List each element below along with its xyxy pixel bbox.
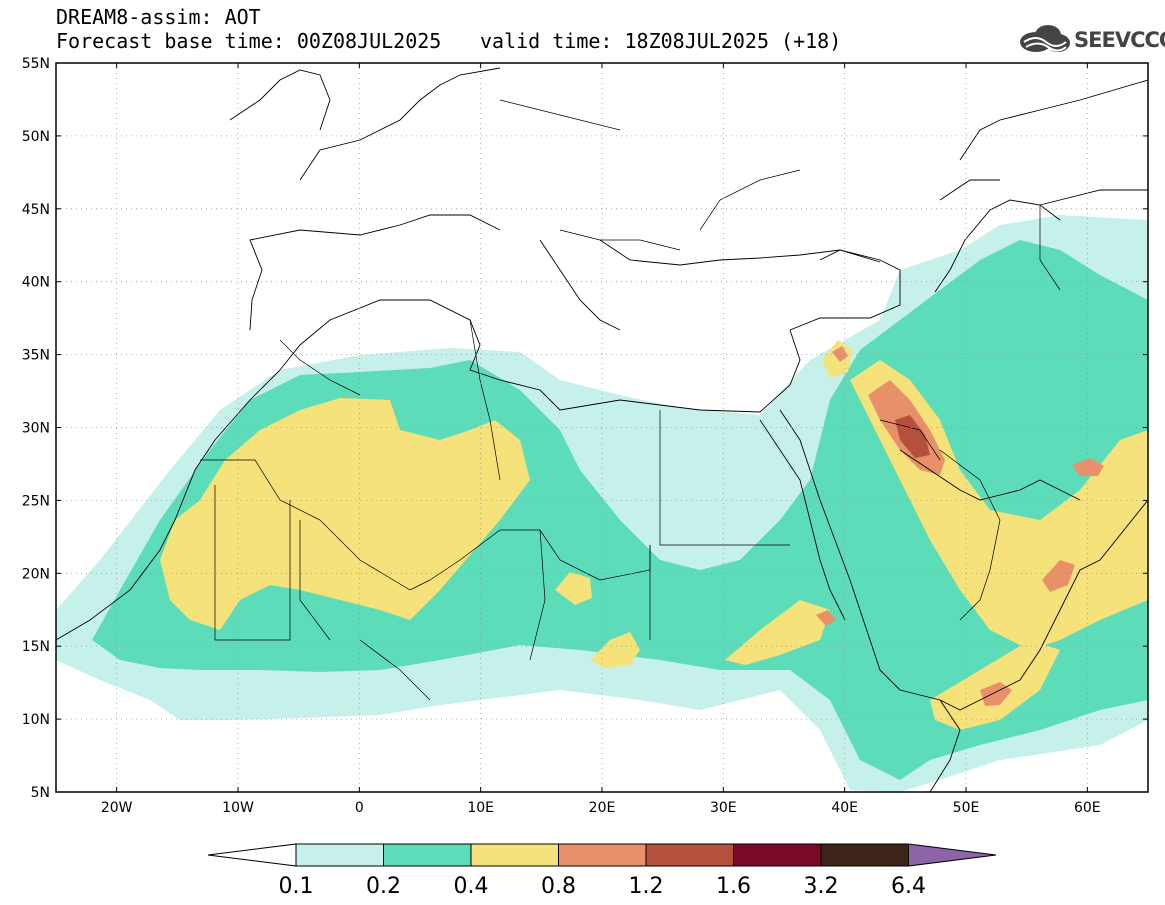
aot-band-0.4 bbox=[160, 398, 530, 630]
aot-colorbar: 0.1 0.2 0.4 0.8 1.2 1.6 3.2 6.4 bbox=[207, 843, 997, 899]
logo-text: SEEVCCC bbox=[1074, 28, 1165, 52]
colorbar-swatch bbox=[733, 843, 822, 867]
aot-band-0.8 bbox=[1042, 560, 1075, 592]
map-grid bbox=[56, 63, 1148, 792]
aot-band-0.8 bbox=[1072, 458, 1104, 476]
aot-band-0.4 bbox=[725, 600, 830, 665]
lat-label: 50N bbox=[22, 129, 50, 145]
lon-label: 30E bbox=[710, 800, 737, 816]
lat-label: 10N bbox=[22, 712, 50, 728]
lat-label: 30N bbox=[22, 421, 50, 437]
lon-label: 50E bbox=[953, 800, 980, 816]
colorbar-swatch bbox=[558, 843, 647, 867]
lat-label: 20N bbox=[22, 566, 50, 582]
lat-label: 5N bbox=[31, 785, 50, 801]
latitude-labels: 55N 50N 45N 40N 35N 30N 25N 20N 15N 10N 5N bbox=[22, 56, 50, 801]
valid-time: valid time: 18Z08JUL2025 (+18) bbox=[480, 29, 842, 53]
colorbar-label: 0.8 bbox=[541, 874, 576, 899]
lon-label: 20E bbox=[589, 800, 616, 816]
lon-label: 10E bbox=[467, 800, 494, 816]
lon-label: 60E bbox=[1074, 800, 1101, 816]
colorbar-label: 1.2 bbox=[629, 874, 664, 899]
colorbar-swatch bbox=[295, 843, 384, 867]
lat-label: 45N bbox=[22, 202, 50, 218]
lon-label: 40E bbox=[831, 800, 858, 816]
cloud-icon bbox=[1020, 25, 1070, 52]
lat-label: 25N bbox=[22, 493, 50, 509]
colorbar-label: 0.4 bbox=[454, 874, 489, 899]
lat-label: 40N bbox=[22, 275, 50, 291]
aot-band-0.8 bbox=[816, 610, 836, 626]
lat-label: 55N bbox=[22, 56, 50, 72]
colorbar-label: 1.6 bbox=[716, 874, 751, 899]
aot-band-0.4 bbox=[590, 632, 640, 668]
longitude-labels: 20W 10W 0 10E 20E 30E 40E 50E 60E bbox=[101, 800, 1101, 816]
borders bbox=[200, 99, 1061, 701]
chart-title: DREAM8-assim: AOT bbox=[56, 5, 261, 29]
aot-band-0.8 bbox=[832, 346, 848, 362]
lat-label: 35N bbox=[22, 348, 50, 364]
colorbar-high-arrow bbox=[908, 843, 997, 867]
lat-label: 15N bbox=[22, 639, 50, 655]
aot-band-0.4 bbox=[555, 572, 592, 605]
colorbar-label: 0.1 bbox=[279, 874, 314, 899]
colorbar-label: 6.4 bbox=[891, 874, 926, 899]
colorbar-swatch bbox=[820, 843, 909, 867]
colorbar-label: 0.2 bbox=[366, 874, 401, 899]
lon-label: 0 bbox=[355, 800, 364, 816]
axis-ticks bbox=[56, 62, 1148, 793]
forecast-base-time: Forecast base time: 00Z08JUL2025 bbox=[56, 29, 442, 53]
colorbar-swatch bbox=[470, 843, 559, 867]
colorbar-low-arrow bbox=[207, 843, 297, 867]
lon-label: 10W bbox=[222, 800, 254, 816]
lon-label: 20W bbox=[101, 800, 133, 816]
colorbar-label: 3.2 bbox=[804, 874, 839, 899]
colorbar-swatch bbox=[645, 843, 734, 867]
colorbar-swatch bbox=[383, 843, 472, 867]
seevccc-logo: SEEVCCC bbox=[1016, 22, 1165, 56]
